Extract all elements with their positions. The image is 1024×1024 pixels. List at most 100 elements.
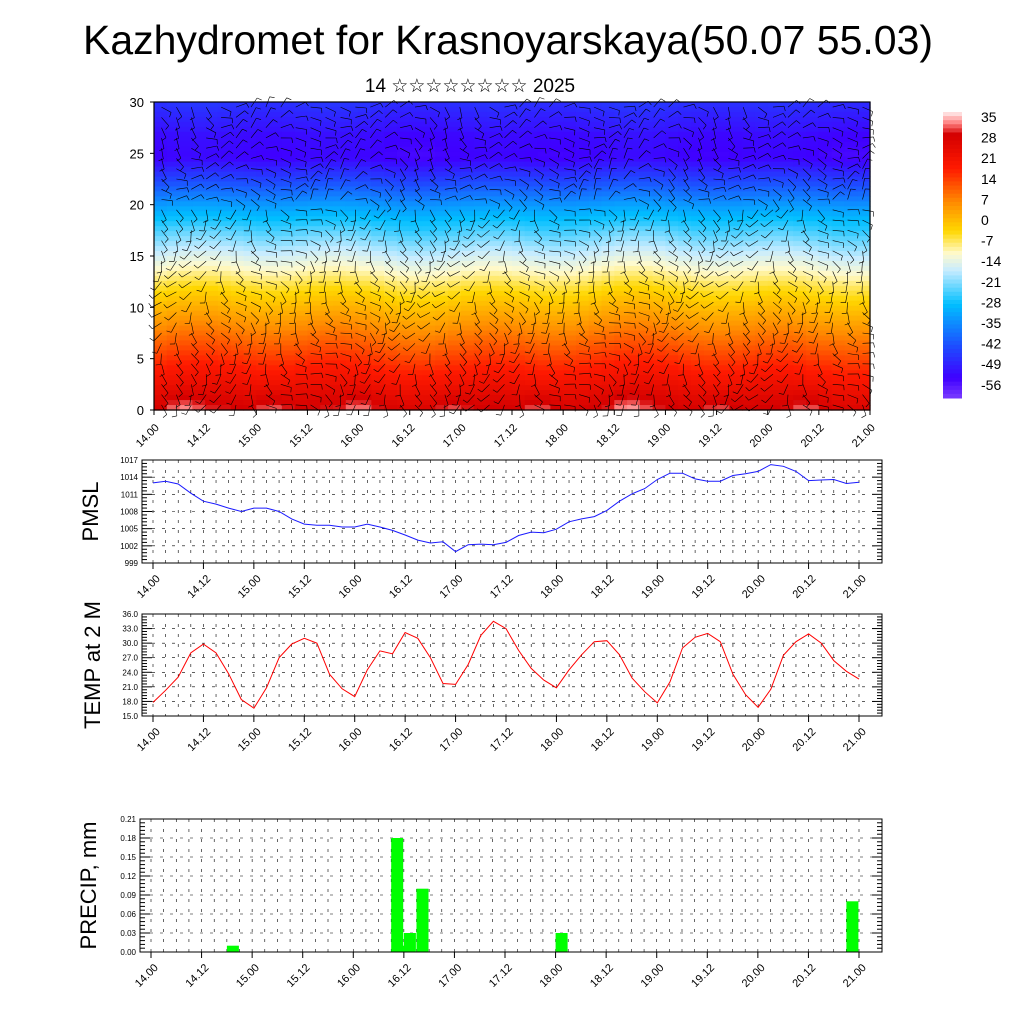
heat-cell [448, 226, 462, 232]
heat-cell [614, 290, 628, 297]
wind-barb [489, 125, 501, 128]
heat-cell [384, 106, 398, 113]
wind-barb-flag [371, 342, 377, 346]
heat-cell [754, 280, 769, 287]
heat-cell [358, 236, 372, 242]
wind-barb-flag [178, 284, 183, 289]
heat-cell [192, 260, 206, 267]
heat-cell [524, 285, 539, 292]
wind-barb-flag [332, 260, 338, 262]
heat-cell [409, 275, 424, 282]
heat-cell [371, 221, 385, 227]
heat-cell [665, 201, 679, 207]
heat-cell [818, 141, 833, 148]
heat-cell [217, 221, 232, 227]
wind-barb [280, 291, 287, 302]
heat-cell [473, 146, 488, 153]
wind-barb [399, 147, 411, 154]
heat-cell [435, 345, 449, 351]
heat-cell [844, 191, 858, 197]
heat-cell [384, 201, 398, 207]
wind-barb [444, 168, 455, 175]
heat-cell [537, 375, 551, 381]
wind-barb-flag [225, 381, 231, 384]
heat-cell [473, 176, 488, 183]
heat-cell [537, 350, 551, 356]
heat-cell [831, 320, 846, 327]
heat-cell [384, 236, 398, 242]
heat-cell [729, 365, 743, 371]
wind-barb [391, 332, 401, 341]
heat-cell [614, 350, 628, 356]
heat-cell [371, 375, 385, 381]
heat-cell [448, 300, 462, 307]
wind-barb-flag [490, 352, 495, 357]
wind-barb-flag [346, 403, 351, 405]
heat-cell [767, 335, 782, 342]
wind-barb [280, 260, 292, 263]
wind-barb [474, 146, 486, 149]
heat-cell [729, 350, 743, 356]
heat-cell [601, 405, 615, 411]
heat-cell [435, 335, 449, 342]
wind-barb-flag [510, 319, 514, 324]
heat-cell [627, 325, 641, 332]
wind-barb-flag [164, 316, 169, 321]
heat-cell [333, 335, 347, 342]
heat-cell [754, 171, 769, 178]
wind-barb-flag [462, 275, 467, 280]
heat-cell [550, 265, 564, 272]
wind-barb [250, 141, 261, 149]
heat-cell [537, 265, 551, 272]
heat-cell [358, 260, 372, 267]
heat-cell [358, 330, 372, 337]
heat-cell [409, 102, 424, 108]
heat-cell [205, 226, 219, 232]
wind-barb [489, 343, 495, 354]
wind-barb-flag [223, 351, 228, 356]
wind-barb-flag [392, 286, 396, 292]
heat-cell [831, 365, 846, 371]
heat-cell [614, 196, 628, 202]
heat-cell [179, 221, 193, 227]
heat-cell [678, 241, 692, 247]
wind-barb-flag [484, 154, 488, 160]
heat-cell [384, 365, 398, 371]
heat-cell [396, 161, 411, 168]
heat-cell [320, 151, 334, 158]
heat-cell [831, 136, 846, 143]
heat-cell [563, 191, 577, 197]
heat-cell [537, 270, 551, 277]
heat-cell [179, 226, 193, 232]
wind-barb-flag [242, 383, 248, 385]
wind-barb [384, 199, 392, 210]
wind-barb-flag [289, 173, 291, 179]
heat-cell [563, 280, 577, 287]
heat-cell [473, 161, 488, 168]
heat-cell [384, 166, 398, 173]
wind-barb-flag [245, 192, 247, 198]
heat-cell [639, 156, 654, 163]
heat-cell [678, 131, 692, 138]
heat-cell [524, 191, 539, 197]
wind-barb [295, 373, 307, 375]
wind-barb [370, 250, 372, 262]
wind-barb [481, 384, 490, 393]
heat-cell [243, 236, 257, 242]
wind-barb-flag [477, 225, 483, 229]
heat-cell [818, 161, 833, 168]
heat-cell [435, 241, 449, 247]
wind-barb-flag [394, 131, 399, 136]
wind-barb [425, 343, 431, 354]
heat-cell [716, 241, 730, 247]
heat-cell [396, 111, 411, 118]
heat-cell [192, 285, 206, 292]
wind-barb [350, 230, 356, 241]
heat-cell [256, 121, 270, 128]
heat-cell [703, 171, 718, 178]
heat-cell [550, 310, 564, 317]
heat-cell [844, 116, 858, 123]
heat-cell [665, 131, 679, 138]
heat-cell [422, 211, 436, 217]
wind-barb-flag [377, 118, 382, 122]
